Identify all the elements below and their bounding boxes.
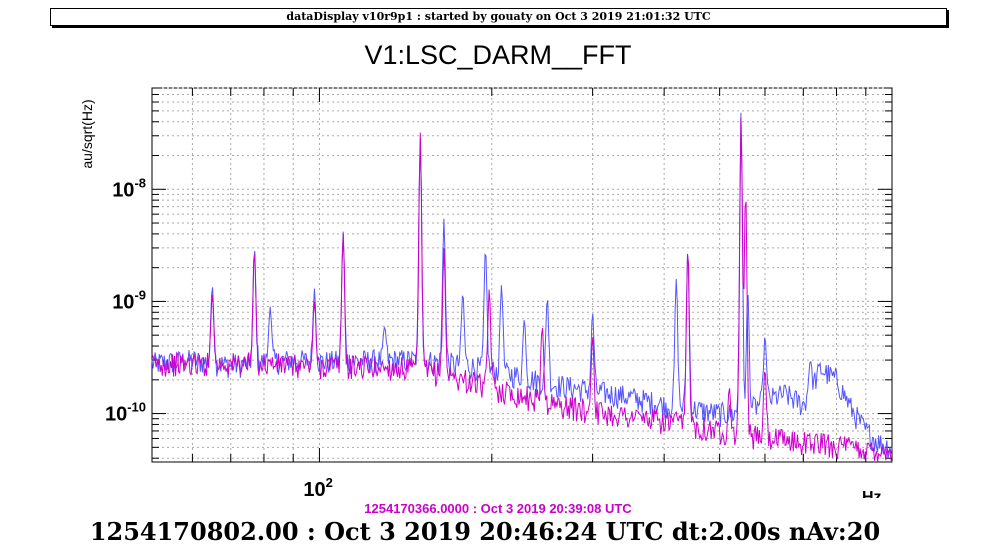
x-axis-unit-label: Hz bbox=[862, 489, 882, 498]
spectrum-series-1 bbox=[151, 117, 893, 463]
chart-title: V1:LSC_DARM__FFT bbox=[364, 40, 632, 70]
series-group bbox=[151, 112, 893, 463]
spectrum-series-0 bbox=[151, 112, 893, 460]
y-tick-label: 10-8 bbox=[112, 175, 146, 201]
y-tick-label: 10-9 bbox=[112, 287, 146, 313]
y-tick-label: 10-10 bbox=[105, 400, 146, 426]
reference-trace-label: 1254170366.0000 : Oct 3 2019 20:39:08 UT… bbox=[364, 501, 632, 516]
plot-frame bbox=[151, 87, 893, 463]
acquisition-footer: 1254170802.00 : Oct 3 2019 20:46:24 UTC … bbox=[89, 517, 881, 546]
app-status-banner: dataDisplay v10r9p1 : started by gouaty … bbox=[50, 8, 947, 26]
x-tick-label: 102 bbox=[303, 475, 332, 501]
tick-labels: 10-8 10-9 10-10 102 bbox=[105, 175, 333, 501]
